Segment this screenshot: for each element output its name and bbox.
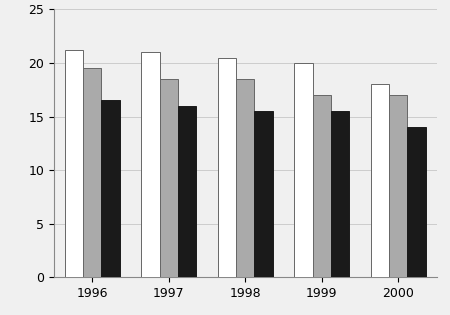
Bar [294,63,313,277]
Bar [331,111,349,277]
Bar [101,100,120,277]
Bar [160,79,178,277]
Bar [218,58,236,277]
Bar [371,84,389,277]
Bar [236,79,254,277]
Bar [83,68,101,277]
Bar [178,106,196,277]
Bar [254,111,273,277]
Bar [313,95,331,277]
Bar [407,127,426,277]
Bar [65,50,83,277]
Bar [389,95,407,277]
Bar [141,52,160,277]
